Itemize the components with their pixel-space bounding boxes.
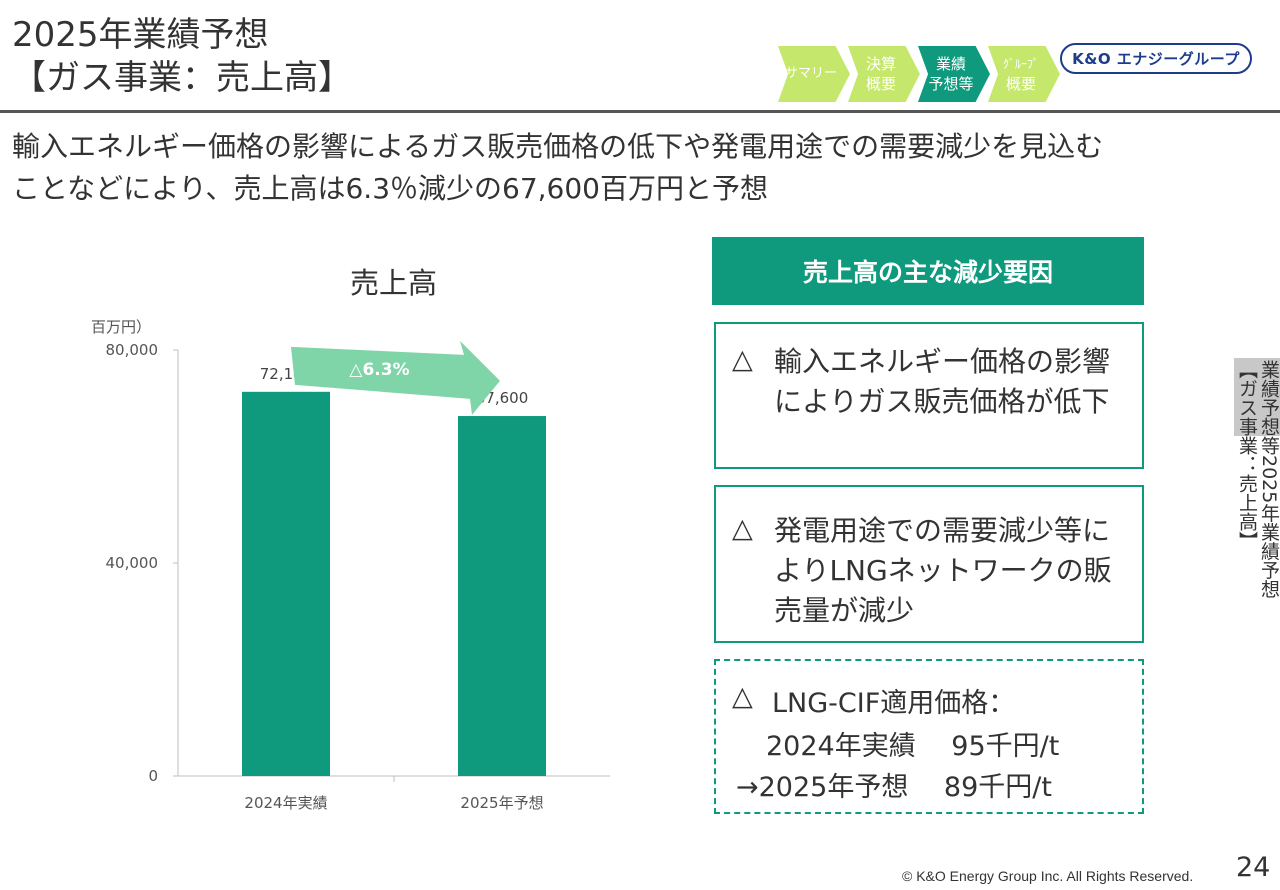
copyright: © K&O Energy Group Inc. All Rights Reser… bbox=[902, 868, 1194, 884]
change-label: △6.3% bbox=[349, 360, 409, 380]
lng-price-2025: →2025年予想 89千円/t bbox=[736, 772, 1052, 803]
sales-bar-chart: （百万円）040,00080,00072,1472024年実績67,600202… bbox=[90, 318, 610, 812]
lead-line2: ことなどにより、売上高は6.3％減少の67,600百万円と予想 bbox=[12, 172, 768, 205]
lead-line1: 輸入エネルギー価格の影響によるガス販売価格の低下や発電用途での需要減少を見込む bbox=[12, 130, 1104, 163]
side-tab-highlight bbox=[1234, 358, 1280, 436]
decrease-arrow-icon bbox=[291, 340, 500, 415]
factor-card-price: △ 輸入エネルギー価格の影響によりガス販売価格が低下 bbox=[714, 322, 1144, 469]
header-divider bbox=[0, 110, 1280, 113]
lng-price-2024: 2024年実績 95千円/t bbox=[766, 731, 1060, 762]
factors-header: 売上高の主な減少要因 bbox=[712, 237, 1144, 305]
y-tick-label: 80,000 bbox=[106, 341, 159, 359]
triangle-icon: △ bbox=[732, 681, 753, 712]
bar bbox=[458, 416, 546, 776]
page-number: 24 bbox=[1236, 852, 1271, 883]
page-title: 2025年業績予想 【ガス事業：売上高】 bbox=[12, 14, 352, 100]
nav-forecast[interactable]: 業績 予想等 bbox=[918, 46, 990, 102]
factor-card-lng-price: △ LNG-CIF適用価格： 2024年実績 95千円/t →2025年予想 8… bbox=[714, 659, 1144, 814]
nav-results[interactable]: 決算 概要 bbox=[848, 46, 920, 102]
page-title-line2: 【ガス事業：売上高】 bbox=[12, 58, 352, 98]
page-title-line1: 2025年業績予想 bbox=[12, 15, 269, 55]
factor-text: 発電用途での需要減少等によりLNGネットワークの販売量が減少 bbox=[774, 514, 1112, 627]
x-tick-label: 2025年予想 bbox=[460, 794, 543, 812]
company-logo: K&O エナジーグループ bbox=[1060, 43, 1252, 74]
nav-group[interactable]: ｸﾞﾙｰﾌﾟ 概要 bbox=[988, 46, 1060, 102]
y-tick-label: 0 bbox=[148, 767, 158, 785]
side-tab: 業績予想等2025年業績予想【ガス事業：売上高】 bbox=[1234, 360, 1280, 600]
y-tick-label: 40,000 bbox=[106, 554, 159, 572]
triangle-icon: △ bbox=[732, 344, 753, 375]
bar bbox=[242, 391, 330, 776]
lead-text: 輸入エネルギー価格の影響によるガス販売価格の低下や発電用途での需要減少を見込む … bbox=[12, 126, 1272, 210]
chart-title: 売上高 bbox=[350, 266, 438, 300]
nav-summary[interactable]: サマリー bbox=[778, 46, 850, 102]
y-axis-unit-label: （百万円） bbox=[90, 318, 151, 336]
lng-price-heading: LNG-CIF適用価格： bbox=[772, 688, 1016, 719]
factor-card-volume: △ 発電用途での需要減少等によりLNGネットワークの販売量が減少 bbox=[714, 485, 1144, 643]
triangle-icon: △ bbox=[732, 513, 753, 544]
x-tick-label: 2024年実績 bbox=[244, 794, 327, 812]
side-tab-title: 2025年業績予想【ガス事業：売上高】 bbox=[1236, 360, 1280, 599]
side-tab-section: 業績予想等 bbox=[1258, 360, 1280, 455]
factor-text: 輸入エネルギー価格の影響によりガス販売価格が低下 bbox=[774, 345, 1111, 418]
